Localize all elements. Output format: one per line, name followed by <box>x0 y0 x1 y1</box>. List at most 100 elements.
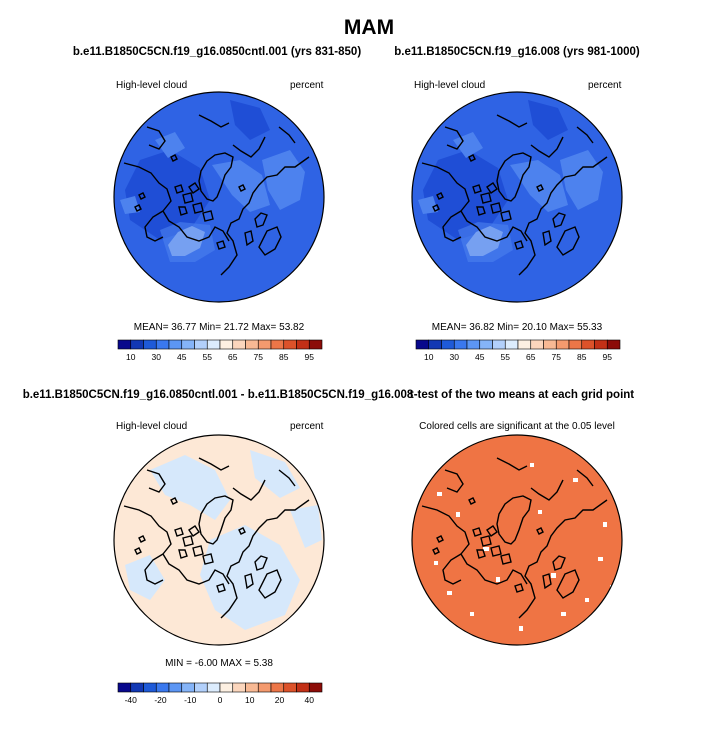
colorbar: 10 30 45 55 65 75 85 95 <box>415 339 621 362</box>
colorbar-tick-label: 55 <box>203 352 213 362</box>
colorbar-swatch <box>581 339 595 350</box>
colorbar-swatch <box>517 339 532 350</box>
colorbar-swatch <box>194 339 208 350</box>
colorbar-swatch <box>194 682 208 693</box>
colorbar-swatch <box>568 339 583 350</box>
colorbar-swatch <box>168 682 183 693</box>
colorbar-swatch <box>543 339 557 350</box>
variable-label: High-level cloud <box>116 80 187 91</box>
colorbar-swatch <box>143 339 157 350</box>
figure-title: MAM <box>344 16 394 39</box>
colorbar: 10 30 45 55 65 75 85 95 <box>117 339 323 362</box>
colorbar-tick-label: 65 <box>526 352 536 362</box>
colorbar-swatch <box>428 339 442 350</box>
non-significant-cells <box>434 463 614 631</box>
colorbar-swatch <box>168 339 183 350</box>
colorbar-swatch <box>453 339 468 350</box>
map-diff-negative <box>250 450 300 498</box>
colorbar-tick-label: -40 <box>125 695 138 705</box>
colorbar-swatch <box>530 339 544 350</box>
colorbar-tick-label: 95 <box>305 352 315 362</box>
colorbar-swatch <box>117 682 132 693</box>
colorbar-swatch <box>117 339 132 350</box>
colorbar-tick-label: 10 <box>424 352 434 362</box>
panel-title: b.e11.B1850C5CN.f19_g16.008 (yrs 981-100… <box>394 46 640 58</box>
colorbar-tick-label: 30 <box>450 352 460 362</box>
colorbar-tick-label: 0 <box>218 695 223 705</box>
map-diff-negative <box>150 455 230 520</box>
panel-ttest: t-test of the two means at each grid poi… <box>410 389 634 646</box>
map-border <box>113 434 325 646</box>
polar-map <box>113 91 325 303</box>
colorbar-swatch <box>594 339 608 350</box>
colorbar-swatch <box>492 339 506 350</box>
map-diff-negative <box>200 525 300 630</box>
map-cloud-dark <box>230 100 270 140</box>
colorbar-tick-label: 10 <box>245 695 255 705</box>
map-cloud-light <box>560 150 603 210</box>
polar-map <box>411 91 623 303</box>
map-cloud-dark <box>528 100 568 140</box>
colorbar-swatch <box>245 682 259 693</box>
colorbar-swatch <box>296 339 310 350</box>
map-stats: MEAN= 36.82 Min= 20.10 Max= 55.33 <box>432 322 603 333</box>
colorbar-swatch <box>143 682 157 693</box>
units-label: percent <box>588 80 622 91</box>
colorbar-tick-label: 75 <box>552 352 562 362</box>
colorbar-swatch <box>466 339 481 350</box>
map-border <box>411 434 623 646</box>
colorbar-swatch <box>257 339 272 350</box>
colorbar-tick-label: 75 <box>254 352 264 362</box>
colorbar-swatch <box>257 682 272 693</box>
colorbar-tick-label: 65 <box>228 352 238 362</box>
map-stats: MIN = -6.00 MAX = 5.38 <box>165 658 273 669</box>
colorbar-swatch <box>606 339 621 350</box>
map-border <box>113 91 325 303</box>
colorbar-swatch <box>308 682 323 693</box>
colorbar-tick-label: 30 <box>152 352 162 362</box>
map-cloud-light <box>418 196 438 214</box>
map-cloud-light <box>120 196 140 214</box>
map-cloud-light <box>453 132 483 158</box>
colorbar-tick-label: 10 <box>126 352 136 362</box>
polar-map <box>113 434 325 646</box>
colorbar-swatch <box>245 339 259 350</box>
colorbar-swatch <box>441 339 455 350</box>
colorbar-tick-label: 40 <box>305 695 315 705</box>
map-cloud-light <box>458 222 513 262</box>
map-stats: MEAN= 36.77 Min= 21.72 Max= 53.82 <box>134 322 305 333</box>
colorbar-swatch <box>415 339 430 350</box>
map-significant-cells <box>412 435 622 645</box>
variable-label: High-level cloud <box>414 80 485 91</box>
units-label: percent <box>290 80 324 91</box>
variable-label: High-level cloud <box>116 421 187 432</box>
colorbar-swatch <box>270 339 285 350</box>
colorbar-tick-label: -20 <box>154 695 167 705</box>
colorbar-tick-label: 85 <box>577 352 587 362</box>
colorbar-tick-label: 45 <box>177 352 187 362</box>
colorbar-swatch <box>504 339 519 350</box>
map-cloud-light <box>262 150 305 210</box>
colorbar-swatch <box>130 682 144 693</box>
panel-difference: b.e11.B1850C5CN.f19_g16.0850cntl.001 - b… <box>23 389 414 705</box>
colorbar-swatch <box>219 339 234 350</box>
colorbar-tick-label: 20 <box>275 695 285 705</box>
map-cloud-dark <box>125 150 210 240</box>
colorbar-swatch <box>296 682 310 693</box>
colorbar-tick-label: 55 <box>501 352 511 362</box>
colorbar-swatch <box>270 682 285 693</box>
panel-title: t-test of the two means at each grid poi… <box>410 389 634 401</box>
map-cloud-dark <box>423 150 508 240</box>
units-label: percent <box>290 421 324 432</box>
colorbar-swatch <box>206 339 221 350</box>
colorbar-tick-label: 95 <box>603 352 613 362</box>
significance-label: Colored cells are significant at the 0.0… <box>419 421 615 432</box>
polar-map <box>411 434 623 646</box>
map-diff-negative <box>125 555 165 600</box>
panel-control-mean: b.e11.B1850C5CN.f19_g16.0850cntl.001 (yr… <box>73 46 361 362</box>
map-cloud-light <box>155 132 185 158</box>
colorbar-swatch <box>219 682 234 693</box>
colorbar-swatch <box>181 339 195 350</box>
map-border <box>411 91 623 303</box>
